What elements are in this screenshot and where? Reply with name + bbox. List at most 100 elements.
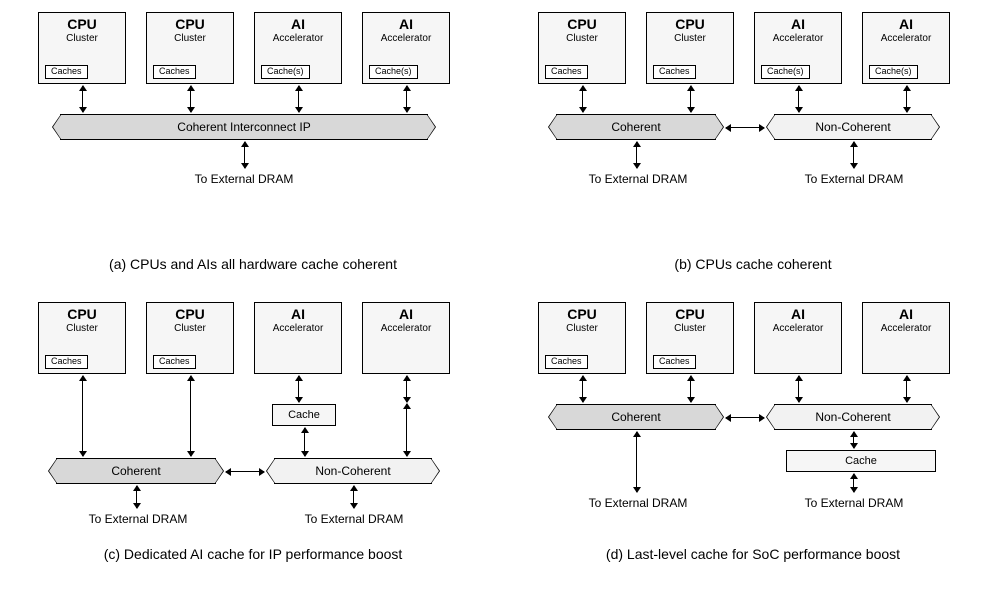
proc-sub: Cluster [147, 323, 233, 334]
noncoherent-banner: Non-Coherent [774, 114, 932, 140]
proc-title: AI [863, 307, 949, 322]
banner-label: Coherent [111, 464, 160, 478]
ribbon-tail [266, 458, 275, 484]
cache-label: Caches [545, 355, 588, 369]
ribbon-tail [215, 458, 224, 484]
proc-sub: Cluster [647, 33, 733, 44]
proc-title: CPU [647, 307, 733, 322]
proc-title: AI [863, 17, 949, 32]
figure-grid: CPU Cluster Caches CPU Cluster Caches AI… [18, 12, 986, 562]
proc-title: CPU [39, 307, 125, 322]
arrow-vert [406, 376, 407, 402]
arrow-vert [636, 432, 637, 492]
cache-label: Caches [153, 355, 196, 369]
panel-caption: (b) CPUs cache coherent [518, 256, 988, 272]
ai-box: AI Accelerator Cache(s) [254, 12, 342, 84]
noncoherent-banner: Non-Coherent [774, 404, 932, 430]
ribbon-tail [766, 404, 775, 430]
arrow-vert [298, 86, 299, 112]
arrow-vert [136, 486, 137, 508]
proc-sub: Cluster [39, 323, 125, 334]
banner-label: Non-Coherent [815, 120, 890, 134]
last-level-cache: Cache [786, 450, 936, 472]
arrow-vert [82, 376, 83, 456]
cache-label: Caches [653, 65, 696, 79]
arrow-vert [582, 376, 583, 402]
proc-sub: Cluster [539, 323, 625, 334]
cache-label: Cache(s) [369, 65, 418, 79]
ai-box: AI Accelerator [754, 302, 842, 374]
ai-box: AI Accelerator Cache(s) [754, 12, 842, 84]
arrow-vert [690, 86, 691, 112]
arrow-vert [906, 376, 907, 402]
ribbon-tail [548, 404, 557, 430]
cache-label: Cache(s) [261, 65, 310, 79]
banner-label: Coherent [611, 410, 660, 424]
proc-sub: Accelerator [363, 33, 449, 44]
arrow-vert [582, 86, 583, 112]
noncoherent-banner: Non-Coherent [274, 458, 432, 484]
arrow-vert [798, 86, 799, 112]
cache-label: Caches [653, 355, 696, 369]
ribbon-tail [427, 114, 436, 140]
ai-box: AI Accelerator Cache(s) [862, 12, 950, 84]
arrow-vert [853, 474, 854, 492]
arrow-vert [798, 376, 799, 402]
cache-label: Cache(s) [761, 65, 810, 79]
proc-sub: Accelerator [755, 323, 841, 334]
proc-sub: Accelerator [755, 33, 841, 44]
proc-sub: Cluster [647, 323, 733, 334]
proc-title: AI [255, 17, 341, 32]
arrow-vert [853, 142, 854, 168]
cpu-box: CPU Cluster Caches [38, 302, 126, 374]
arrow-vert [244, 142, 245, 168]
cpu-box: CPU Cluster Caches [146, 302, 234, 374]
arrow-vert [353, 486, 354, 508]
arrow-vert [298, 376, 299, 402]
banner-label: Non-Coherent [315, 464, 390, 478]
ai-box: AI Accelerator [254, 302, 342, 374]
proc-sub: Accelerator [255, 33, 341, 44]
ribbon-tail [931, 114, 940, 140]
arrow-vert [82, 86, 83, 112]
banner-label: Coherent Interconnect IP [177, 120, 310, 134]
proc-title: AI [255, 307, 341, 322]
proc-title: CPU [147, 17, 233, 32]
arrow-horz [726, 127, 764, 128]
proc-title: AI [755, 17, 841, 32]
panel-c: CPU Cluster Caches CPU Cluster Caches AI… [18, 302, 488, 562]
interconnect-banner: Coherent Interconnect IP [60, 114, 428, 140]
ai-box: AI Accelerator [362, 302, 450, 374]
ribbon-tail [715, 404, 724, 430]
banner-label: Non-Coherent [815, 410, 890, 424]
ribbon-tail [931, 404, 940, 430]
cpu-box: CPU Cluster Caches [646, 302, 734, 374]
proc-title: CPU [539, 307, 625, 322]
ribbon-tail [766, 114, 775, 140]
cpu-box: CPU Cluster Caches [538, 302, 626, 374]
cache-label: Caches [45, 65, 88, 79]
dram-label: To External DRAM [774, 172, 934, 186]
arrow-vert [304, 428, 305, 456]
cache-label: Caches [153, 65, 196, 79]
arrow-vert [406, 86, 407, 112]
ribbon-tail [715, 114, 724, 140]
proc-title: CPU [647, 17, 733, 32]
coherent-banner: Coherent [56, 458, 216, 484]
dram-label: To External DRAM [558, 172, 718, 186]
proc-title: AI [755, 307, 841, 322]
cpu-box: CPU Cluster Caches [146, 12, 234, 84]
cache-label: Cache(s) [869, 65, 918, 79]
dram-label: To External DRAM [558, 496, 718, 510]
arrow-vert [853, 432, 854, 448]
proc-sub: Cluster [539, 33, 625, 44]
arrow-vert [906, 86, 907, 112]
ribbon-tail [52, 114, 61, 140]
proc-title: CPU [39, 17, 125, 32]
dram-label: To External DRAM [774, 496, 934, 510]
arrow-vert [636, 142, 637, 168]
cpu-box: CPU Cluster Caches [646, 12, 734, 84]
panel-b: CPU Cluster Caches CPU Cluster Caches AI… [518, 12, 988, 272]
coherent-banner: Coherent [556, 114, 716, 140]
arrow-vert [190, 376, 191, 456]
